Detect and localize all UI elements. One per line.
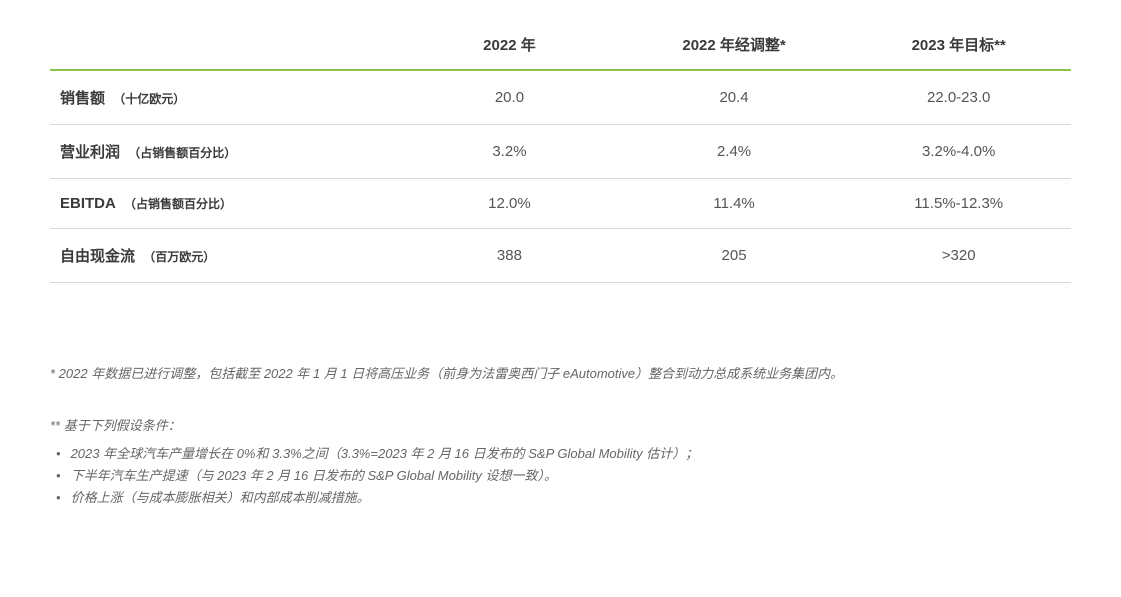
metric-unit: （占销售额百分比） bbox=[124, 197, 232, 211]
metric-unit: （十亿欧元） bbox=[113, 92, 185, 106]
metric-label: 营业利润 （占销售额百分比） bbox=[50, 125, 397, 179]
metric-label: EBITDA （占销售额百分比） bbox=[50, 179, 397, 229]
footnote-1: * 2022 年数据已进行调整，包括截至 2022 年 1 月 1 日将高压业务… bbox=[50, 363, 1071, 385]
col-header-2022: 2022 年 bbox=[397, 20, 622, 70]
metric-name: 自由现金流 bbox=[60, 248, 135, 265]
metric-label: 自由现金流 （百万欧元） bbox=[50, 229, 397, 283]
table: 2022 年 2022 年经调整* 2023 年目标** 销售额 （十亿欧元） … bbox=[50, 20, 1071, 283]
cell-2023-target: >320 bbox=[846, 229, 1071, 283]
footnote-bullet: 价格上涨（与成本膨胀相关）和内部成本削减措施。 bbox=[56, 487, 1071, 509]
col-header-2023-target: 2023 年目标** bbox=[846, 20, 1071, 70]
footnote-2-title: ** 基于下列假设条件： bbox=[50, 415, 1071, 437]
footnote-bullet: 2023 年全球汽车产量增长在 0%和 3.3%之间（3.3%=2023 年 2… bbox=[56, 443, 1071, 465]
metric-label: 销售额 （十亿欧元） bbox=[50, 70, 397, 125]
table-row: 营业利润 （占销售额百分比） 3.2% 2.4% 3.2%-4.0% bbox=[50, 125, 1071, 179]
cell-2022: 12.0% bbox=[397, 179, 622, 229]
cell-2023-target: 22.0-23.0 bbox=[846, 70, 1071, 125]
metric-unit: （百万欧元） bbox=[143, 250, 215, 264]
col-header-metric bbox=[50, 20, 397, 70]
cell-2022-adj: 11.4% bbox=[622, 179, 847, 229]
cell-2023-target: 11.5%-12.3% bbox=[846, 179, 1071, 229]
cell-2022-adj: 205 bbox=[622, 229, 847, 283]
metric-name: 营业利润 bbox=[60, 144, 120, 161]
table-row: EBITDA （占销售额百分比） 12.0% 11.4% 11.5%-12.3% bbox=[50, 179, 1071, 229]
footnote-bullet: 下半年汽车生产提速（与 2023 年 2 月 16 日发布的 S&P Globa… bbox=[56, 465, 1071, 487]
cell-2022-adj: 20.4 bbox=[622, 70, 847, 125]
footnotes: * 2022 年数据已进行调整，包括截至 2022 年 1 月 1 日将高压业务… bbox=[50, 363, 1071, 509]
metric-unit: （占销售额百分比） bbox=[128, 146, 236, 160]
cell-2022: 20.0 bbox=[397, 70, 622, 125]
cell-2023-target: 3.2%-4.0% bbox=[846, 125, 1071, 179]
metric-name: EBITDA bbox=[60, 195, 116, 212]
financial-table: 2022 年 2022 年经调整* 2023 年目标** 销售额 （十亿欧元） … bbox=[50, 20, 1071, 283]
metric-name: 销售额 bbox=[60, 90, 105, 107]
cell-2022: 3.2% bbox=[397, 125, 622, 179]
cell-2022-adj: 2.4% bbox=[622, 125, 847, 179]
table-row: 销售额 （十亿欧元） 20.0 20.4 22.0-23.0 bbox=[50, 70, 1071, 125]
footnote-bullet-list: 2023 年全球汽车产量增长在 0%和 3.3%之间（3.3%=2023 年 2… bbox=[50, 443, 1071, 509]
table-header-row: 2022 年 2022 年经调整* 2023 年目标** bbox=[50, 20, 1071, 70]
col-header-2022-adjusted: 2022 年经调整* bbox=[622, 20, 847, 70]
table-row: 自由现金流 （百万欧元） 388 205 >320 bbox=[50, 229, 1071, 283]
cell-2022: 388 bbox=[397, 229, 622, 283]
